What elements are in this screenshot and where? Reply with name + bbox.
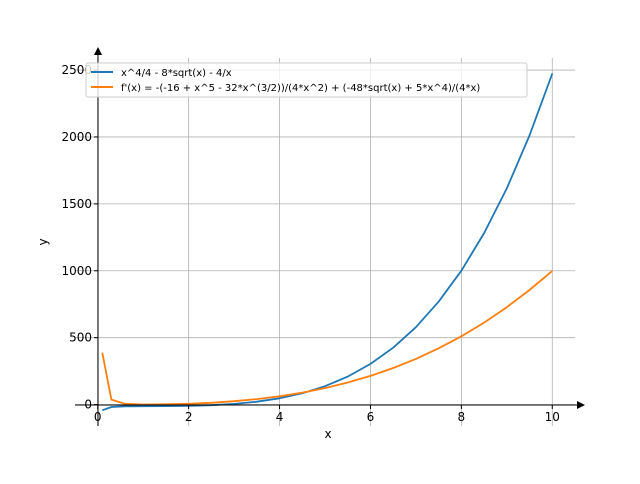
- x-tick-label: 8: [458, 410, 466, 424]
- y-tick-label: 0: [84, 398, 92, 412]
- legend: x^4/4 - 8*sqrt(x) - 4/x f'(x) = -(-16 + …: [85, 62, 528, 98]
- x-tick-label: 6: [367, 410, 375, 424]
- grid: [75, 58, 575, 426]
- x-axis-label: x: [324, 427, 331, 441]
- x-axis-arrow-icon: [577, 401, 585, 409]
- series-line-2: [101, 270, 553, 406]
- y-tick-label: 1500: [61, 197, 92, 211]
- x-tick-label: 2: [185, 410, 193, 424]
- y-tick-label: 2500: [61, 63, 92, 77]
- legend-label-1: x^4/4 - 8*sqrt(x) - 4/x: [121, 68, 232, 79]
- tick-labels: 0 2 4 6 8 10 0 500 1000 1500 2000 2500: [61, 63, 559, 424]
- x-tick-label: 0: [94, 410, 102, 424]
- y-axis-label: y: [36, 238, 50, 245]
- series-line-1: [101, 73, 554, 412]
- axes: [75, 47, 585, 426]
- y-axis-arrow-icon: [94, 47, 102, 55]
- y-tick-label: 1000: [61, 264, 92, 278]
- y-tick-label: 500: [69, 331, 92, 345]
- legend-label-2: f'(x) = -(-16 + x^5 - 32*x^(3/2))/(4*x^2…: [121, 83, 480, 94]
- x-tick-label: 4: [276, 410, 284, 424]
- series-layer: [101, 73, 554, 412]
- y-tick-label: 2000: [61, 130, 92, 144]
- x-tick-label: 10: [545, 410, 560, 424]
- legend-box: [85, 62, 528, 98]
